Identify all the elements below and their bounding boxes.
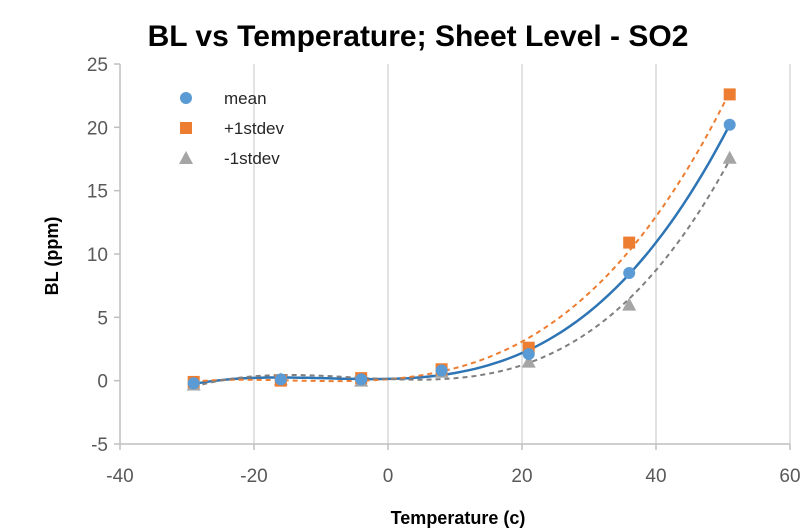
legend: mean +1stdev -1stdev [179,89,285,168]
y-tick-label: 0 [97,372,108,393]
data-point-mean [355,373,368,386]
data-point--1stdev [622,297,637,311]
legend-marker--1stdev [179,151,193,164]
data-point-mean [274,373,287,386]
data-point-mean [522,348,535,361]
data-point-+1stdev [623,236,636,249]
axes [114,63,791,450]
chart-title: BL vs Temperature; Sheet Level - SO2 [148,20,689,53]
x-axis-title: Temperature (c) [391,508,526,528]
y-tick-label: 5 [97,308,108,329]
data-point-+1stdev [723,88,736,101]
x-tick-label: 20 [511,466,532,487]
legend-label-mean: mean [224,89,267,108]
x-tick-label: 40 [645,466,666,487]
data-point--1stdev [521,354,536,368]
y-tick-label: 25 [87,55,108,76]
data-point-mean [187,377,200,390]
data-point--1stdev [722,150,737,164]
x-tick-label: -40 [106,466,133,487]
data-point-mean [435,364,448,377]
data-point-mean [723,118,736,131]
legend-marker-+1stdev [180,122,192,134]
tick-labels: -5 0 5 10 15 20 25 -40 -20 0 20 40 60 [87,55,801,487]
y-tick-label: 20 [87,118,108,139]
x-tick-label: 0 [383,466,394,487]
y-tick-label: 15 [87,182,108,203]
data-point-mean [623,267,636,279]
y-tick-label: 10 [87,245,108,266]
y-axis-title: BL (ppm) [42,217,62,296]
legend-label--1stdev: -1stdev [224,149,280,168]
x-tick-label: -20 [240,466,267,487]
data-points [186,88,737,391]
x-tick-label: 60 [779,466,800,487]
gridlines [253,64,791,444]
legend-label-+1stdev: +1stdev [224,119,285,138]
legend-marker-mean [180,92,192,104]
y-tick-label: -5 [91,435,108,456]
